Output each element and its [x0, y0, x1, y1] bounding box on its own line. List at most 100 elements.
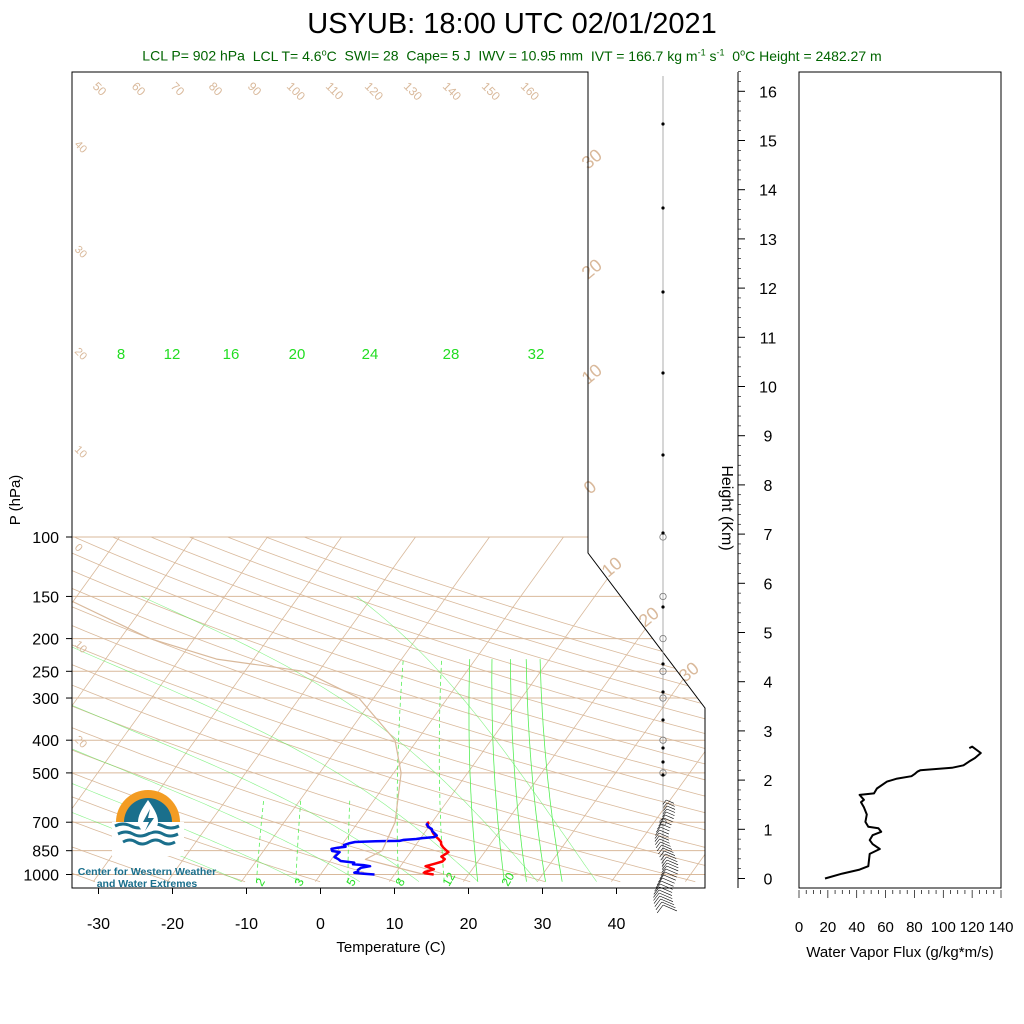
- isotherm-line: [611, 536, 705, 882]
- logo-wave-2: [117, 830, 179, 838]
- wind-barb: [662, 877, 675, 884]
- moist-adiabat: [72, 596, 479, 882]
- height-tick-label: 8: [764, 478, 773, 495]
- wind-barb-flag: [661, 859, 668, 867]
- wind-barb-flag: [658, 847, 664, 855]
- wind-barb: [658, 835, 670, 841]
- sounding-stats: LCL P= 902 hPa LCL T= 4.6oC SWI= 28 Cape…: [0, 47, 1024, 64]
- dry-adiabat: [227, 536, 705, 883]
- pressure-tick-label: 300: [32, 691, 59, 708]
- wind-barb: [664, 871, 677, 878]
- dry-adiabat-label: 60: [129, 79, 149, 99]
- height-tick-label: 5: [764, 626, 773, 643]
- flux-tick-label: 0: [795, 919, 803, 936]
- wind-barb: [662, 847, 674, 853]
- height-tick-label: 11: [760, 330, 777, 347]
- dry-adiabat: [265, 536, 705, 883]
- dry-adiabat: [72, 536, 705, 883]
- wind-barb: [661, 901, 676, 909]
- height-tick-label: 7: [764, 527, 773, 544]
- wind-barb-flag: [661, 865, 667, 873]
- mixing-ratio-line: [438, 659, 445, 882]
- iwv-value: IWV = 10.95 mm: [478, 47, 584, 64]
- dry-adiabat: [72, 536, 705, 883]
- isotherm-line: [685, 536, 705, 882]
- height-tick-label: 16: [759, 84, 777, 101]
- calm-wind-marker: [659, 736, 667, 744]
- water-vapor-flux-line: [824, 745, 982, 880]
- height-tick-label: 3: [764, 724, 773, 741]
- dry-adiabat: [72, 536, 321, 883]
- wind-barb: [666, 799, 675, 804]
- wind-barb: [659, 838, 670, 844]
- height-tick-label: 10: [759, 380, 777, 397]
- pressure-tick-label: 400: [32, 733, 59, 750]
- wind-barb-flag: [654, 898, 661, 907]
- wind-barb-flag: [658, 874, 664, 883]
- height-tick-label: 1: [764, 822, 773, 839]
- wind-barb: [661, 823, 671, 829]
- pressure-tick-label: 850: [32, 844, 59, 861]
- isotherm-label-right: 20: [578, 255, 606, 283]
- pressure-tick-label: 1000: [23, 868, 59, 885]
- dry-adiabat: [72, 536, 705, 883]
- wind-barb-flag: [659, 817, 665, 824]
- flux-tick-label: 140: [988, 919, 1013, 936]
- wind-barb: [659, 883, 673, 890]
- dry-adiabat-label: 70: [168, 79, 188, 99]
- mixing-ratio-bottom-label: 5: [343, 875, 359, 888]
- dry-adiabat-label: 50: [90, 79, 110, 99]
- wind-barb-flag: [661, 856, 667, 864]
- swi-value: SWI= 28: [344, 47, 399, 64]
- isotherm-line: [759, 537, 1007, 882]
- wind-barb-flag: [655, 901, 663, 910]
- logo-wave-3: [122, 838, 176, 846]
- isotherm-line: [72, 536, 268, 882]
- mixing-ratio-bottom-label: 2: [252, 875, 268, 888]
- mixing-ratio-line: [256, 799, 265, 882]
- dry-adiabat-label: 90: [245, 79, 265, 99]
- mixing-ratio-top-label: 20: [289, 346, 306, 363]
- isotherm-label-right: 0: [580, 476, 601, 498]
- height-tick-label: 14: [759, 183, 777, 200]
- calm-wind-marker: [659, 667, 667, 675]
- wind-barb-flag: [654, 832, 660, 839]
- dry-adiabat: [189, 536, 705, 883]
- wind-barb: [666, 802, 675, 807]
- isotherm-line: [315, 536, 564, 882]
- mixing-ratio-bottom-label: 20: [498, 870, 517, 889]
- dry-adiabat-label: 130: [401, 79, 425, 103]
- wind-barb: [662, 820, 672, 826]
- wind-barb-flag: [662, 799, 667, 805]
- mixing-ratio-line: [510, 659, 527, 882]
- pressure-tick-label: 200: [32, 632, 59, 649]
- dry-adiabat: [74, 536, 705, 883]
- temperature-tick-label: 40: [608, 916, 626, 933]
- flux-tick-label: 80: [906, 919, 923, 936]
- wind-barb-flag: [655, 826, 661, 833]
- wind-barb-flag: [658, 820, 663, 827]
- ivt-value: IVT = 166.7 kg m-1 s-1: [590, 47, 725, 64]
- dry-adiabat-label: 140: [440, 79, 464, 103]
- wind-barb-flag: [663, 802, 668, 808]
- isotherm-label-right: 30: [675, 658, 703, 686]
- wind-barb-flag: [657, 823, 662, 830]
- dry-adiabat-label: 100: [284, 79, 308, 103]
- pressure-tick-label: 100: [32, 530, 59, 547]
- mixing-ratio-line: [295, 799, 302, 882]
- wind-barb-flag: [659, 850, 665, 858]
- temperature-tick-label: 10: [386, 916, 404, 933]
- dewpoint-line: [330, 822, 438, 876]
- wind-barb-flag: [662, 808, 667, 814]
- wind-barb: [666, 862, 679, 869]
- logo-text: Center for Western Weather and Water Ext…: [72, 866, 222, 890]
- parcel-line: [72, 563, 425, 876]
- isotherm-label-right: 30: [578, 145, 606, 173]
- calm-wind-marker: [659, 694, 667, 702]
- pressure-axis-label: P (hPa): [7, 475, 24, 526]
- wind-barb-flag: [661, 862, 668, 870]
- flux-tick-label: 100: [931, 919, 956, 936]
- dry-adiabat: [72, 536, 246, 883]
